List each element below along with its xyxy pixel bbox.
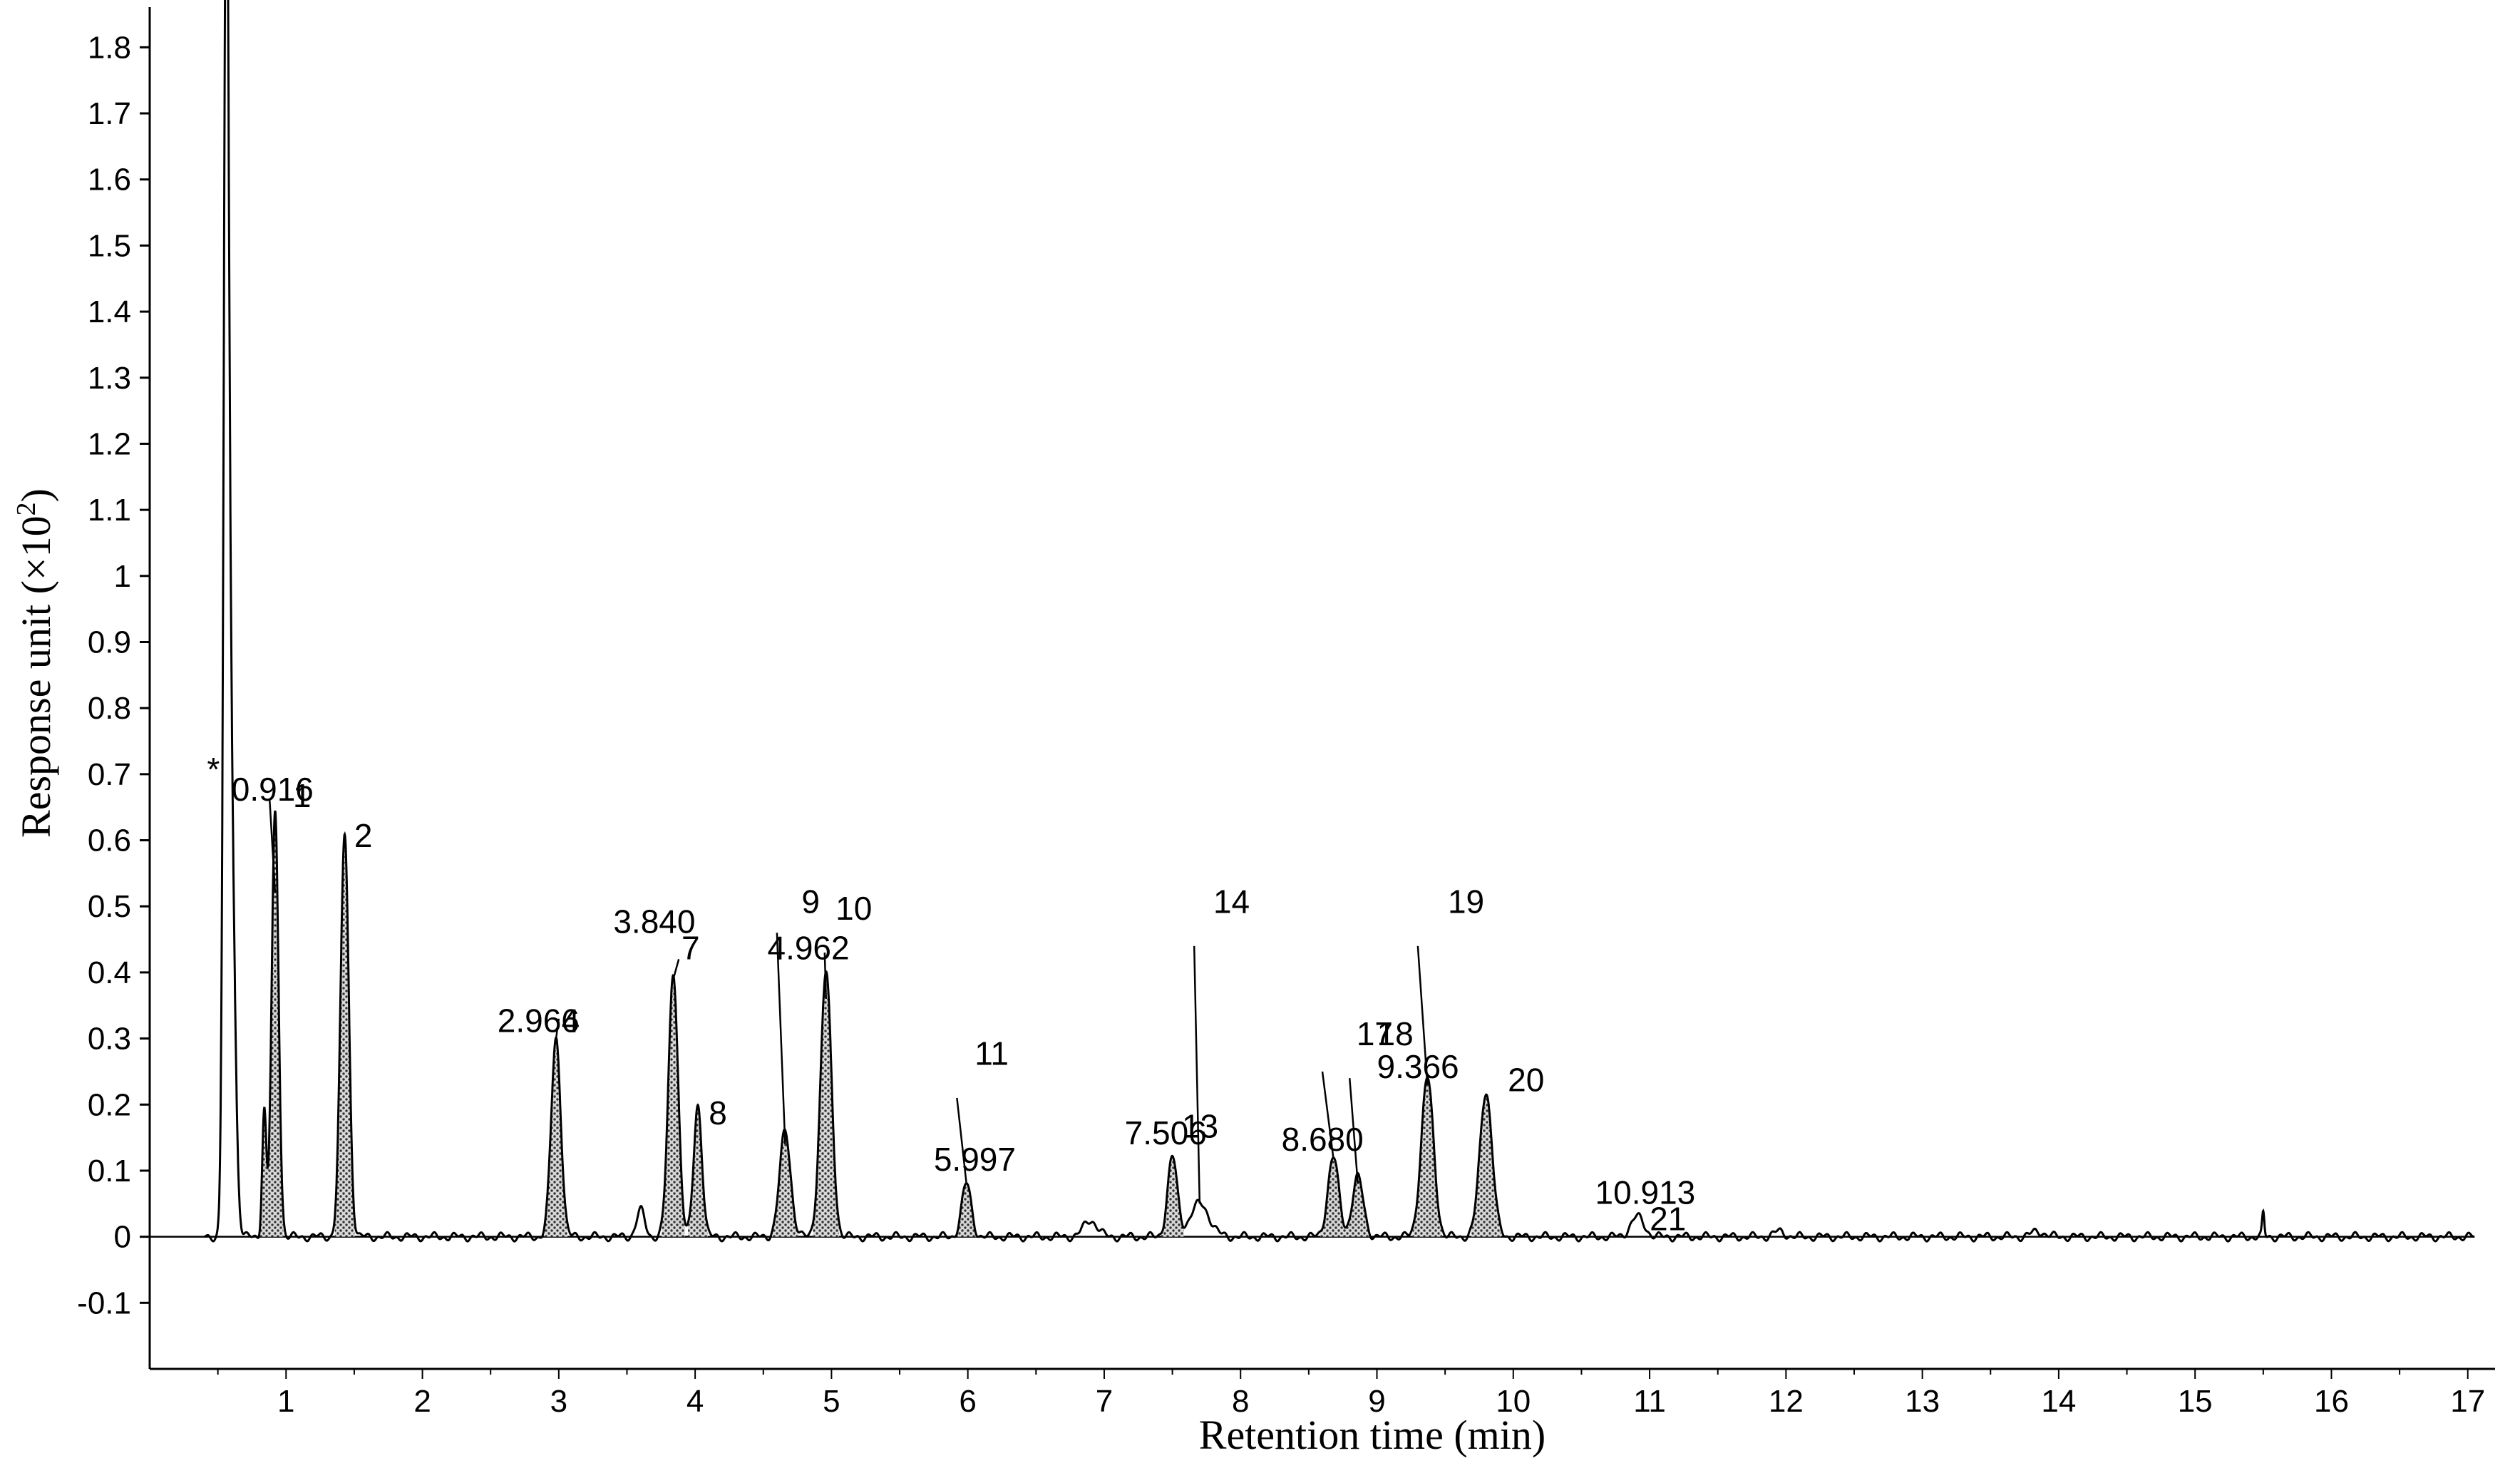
annotation-leader [776, 933, 786, 1144]
peak-annotation: 4 [562, 1002, 580, 1039]
x-tick-label: 7 [1096, 1384, 1113, 1419]
y-axis-label-sup: 2 [11, 502, 41, 515]
peak-annotation: 8 [709, 1094, 727, 1131]
peak-area [1412, 1077, 1442, 1237]
annotation-leader [823, 953, 827, 1000]
annotation-leader [269, 800, 277, 893]
y-tick-label: 0.9 [88, 625, 131, 659]
annotation-leader [956, 1097, 968, 1184]
x-tick-label: 9 [1368, 1384, 1385, 1419]
peak-area [662, 975, 685, 1237]
peak-annotation: 5.997 [934, 1141, 1016, 1178]
annotation-leader [1193, 945, 1201, 1204]
y-tick-label: 0.8 [88, 691, 131, 726]
peak-annotation: 9 [801, 883, 820, 920]
annotation-leader [555, 1018, 560, 1039]
peak-annotation: 19 [1448, 883, 1484, 920]
y-axis-label-end: ) [13, 488, 59, 502]
x-tick-label: 12 [1769, 1384, 1804, 1419]
annotation-leader [672, 959, 680, 980]
peak-annotation: 1 [293, 777, 312, 814]
y-tick-label: 1.5 [88, 228, 131, 263]
y-tick-label: 0.2 [88, 1087, 131, 1122]
y-axis: 1.8 1.7 1.6 1.5 1.4 1.3 1.2 1.1 1 0.9 0.8 0.7 0.6 0.5… [77, 7, 151, 1369]
peak-area [267, 811, 284, 1237]
peak-area [688, 1104, 708, 1237]
x-tick-label: 6 [959, 1384, 976, 1419]
series-group [204, 0, 2475, 1243]
y-tick-label: 1.4 [88, 294, 131, 329]
x-axis: 1 2 3 4 5 6 7 8 9 10 11 12 13 14 15 16 17 [150, 1236, 2495, 1419]
peak-annotation: 7.506 [1125, 1114, 1207, 1151]
peak-annotation: 14 [1213, 883, 1250, 920]
x-tick-label: 4 [686, 1384, 704, 1419]
x-tick-label: 8 [1232, 1384, 1249, 1419]
peak-area [955, 1183, 978, 1237]
annotation-leader [1321, 1071, 1334, 1158]
x-axis-label: Retention time (min) [1199, 1412, 1546, 1458]
x-tick-label: 15 [2178, 1384, 2213, 1419]
peak-annotation: 0.916 [232, 771, 314, 808]
peak-area [1344, 1173, 1372, 1238]
peak-annotation: 7 [682, 929, 700, 966]
peak-annotation: 2.966 [498, 1002, 580, 1039]
y-tick-label: 1.8 [88, 30, 131, 65]
annotation-leader [1349, 1078, 1359, 1184]
y-tick-label: 0.6 [88, 823, 131, 858]
peak-area [771, 1129, 798, 1237]
y-tick-label: 1.6 [88, 163, 131, 197]
peak-area [813, 971, 840, 1237]
peak-annotation: * [207, 751, 220, 788]
x-tick-label: 3 [550, 1384, 567, 1419]
annotation-leader [1416, 945, 1429, 1085]
x-tick-label: 10 [1496, 1384, 1531, 1419]
y-tick-label: 1.3 [88, 361, 131, 396]
peak-fills [259, 811, 1501, 1238]
y-tick-label: 0 [114, 1220, 131, 1255]
x-tick-label: 16 [2314, 1384, 2349, 1419]
y-tick-label: -0.1 [77, 1285, 131, 1320]
x-tick-label: 13 [1905, 1384, 1940, 1419]
peak-annotation: 21 [1650, 1200, 1686, 1237]
peak-annotation: 8.680 [1282, 1121, 1364, 1158]
y-tick-label: 0.1 [88, 1154, 131, 1189]
peak-area [1471, 1094, 1501, 1237]
y-tick-label: 1.2 [88, 426, 131, 461]
peak-annotation: 17 [1357, 1015, 1393, 1052]
peak-annotation: 20 [1508, 1062, 1544, 1099]
peak-annotation: 13 [1182, 1108, 1218, 1145]
peak-area [1161, 1156, 1184, 1237]
y-tick-label: 1.7 [88, 96, 131, 131]
peak-annotation: 10.913 [1595, 1174, 1696, 1211]
y-axis-label: Response unit (×102) [11, 488, 59, 838]
peak-area [334, 834, 355, 1237]
peak-annotation: 10 [835, 890, 872, 927]
x-tick-label: 11 [1633, 1384, 1666, 1419]
x-tick-label: 5 [823, 1384, 840, 1419]
y-tick-label: 0.3 [88, 1022, 131, 1057]
peak-area [544, 1037, 568, 1237]
series-line [204, 0, 2475, 1243]
peak-annotation: 3.840 [613, 903, 695, 940]
y-tick-label: 1.1 [88, 493, 131, 528]
y-tick-label: 0.5 [88, 889, 131, 924]
y-tick-label: 0.7 [88, 757, 131, 792]
peak-area [1320, 1157, 1347, 1237]
x-tick-label: 14 [2041, 1384, 2076, 1419]
y-tick-label: 1 [114, 559, 131, 594]
peak-annotation: 9.366 [1377, 1048, 1459, 1085]
peak-annotation: 2 [354, 817, 373, 854]
x-tick-label: 1 [277, 1384, 294, 1419]
peak-annotation: 4.962 [767, 929, 849, 966]
x-tick-label: 2 [413, 1384, 431, 1419]
x-tick-label: 17 [2450, 1384, 2485, 1419]
y-axis-label-main: Response unit (×10 [13, 515, 59, 838]
peak-annotation: 18 [1377, 1015, 1414, 1052]
peak-annotation: 11 [974, 1035, 1009, 1072]
y-tick-label: 0.4 [88, 955, 131, 990]
